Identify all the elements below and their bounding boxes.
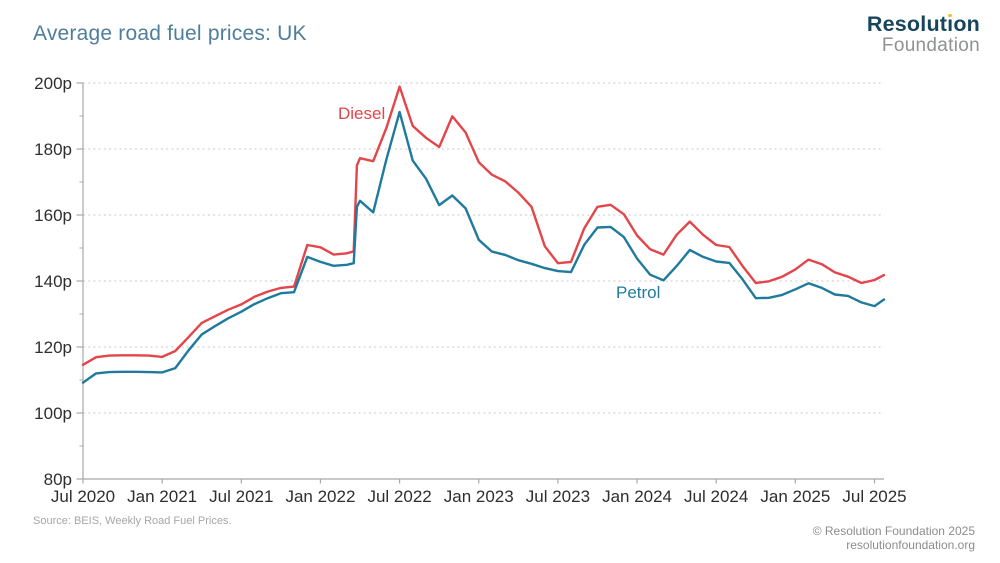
y-tick-label-100: 100p	[34, 404, 72, 423]
x-tick-label-7: Jan 2024	[602, 487, 672, 506]
footer-credit: © Resolution Foundation 2025 resolutionf…	[813, 524, 975, 552]
x-tick-label-1: Jan 2021	[127, 487, 197, 506]
y-tick-label-80: 80p	[44, 470, 72, 489]
copyright-text: © Resolution Foundation 2025	[812, 524, 975, 538]
y-tick-label-160: 160p	[34, 206, 72, 225]
logo-wordmark: Resolutı on	[866, 12, 980, 36]
x-tick-label-2: Jul 2021	[209, 487, 273, 506]
x-tick-label-4: Jul 2022	[367, 487, 431, 506]
resolution-foundation-logo: Resolutı on Foundation	[866, 12, 980, 57]
petrol-series-label: Petrol	[616, 283, 661, 302]
y-tick-label-140: 140p	[34, 272, 72, 291]
x-tick-label-0: Jul 2020	[51, 487, 115, 506]
petrol-line	[81, 110, 886, 384]
logo-yellow-dot-icon	[948, 13, 952, 18]
website-text: resolutionfoundation.org	[846, 538, 975, 553]
y-tick-label-120: 120p	[34, 338, 72, 357]
x-tick-label-6: Jul 2023	[526, 487, 590, 506]
x-tick-label-8: Jul 2024	[684, 487, 748, 506]
logo-foundation-text: Foundation	[881, 35, 980, 57]
x-tick-label-9: Jan 2025	[760, 487, 830, 506]
x-tick-label-3: Jan 2022	[285, 487, 355, 506]
diesel-series-label: Diesel	[338, 104, 386, 123]
y-tick-label-200: 200p	[34, 74, 72, 93]
x-tick-label-10: Jul 2025	[842, 487, 906, 506]
x-tick-label-5: Jan 2023	[444, 487, 514, 506]
source-note: Source: BEIS, Weekly Road Fuel Prices.	[33, 515, 232, 527]
page-title: Average road fuel prices: UK	[33, 22, 307, 45]
y-tick-label-180: 180p	[34, 140, 72, 159]
diesel-line	[81, 85, 886, 366]
